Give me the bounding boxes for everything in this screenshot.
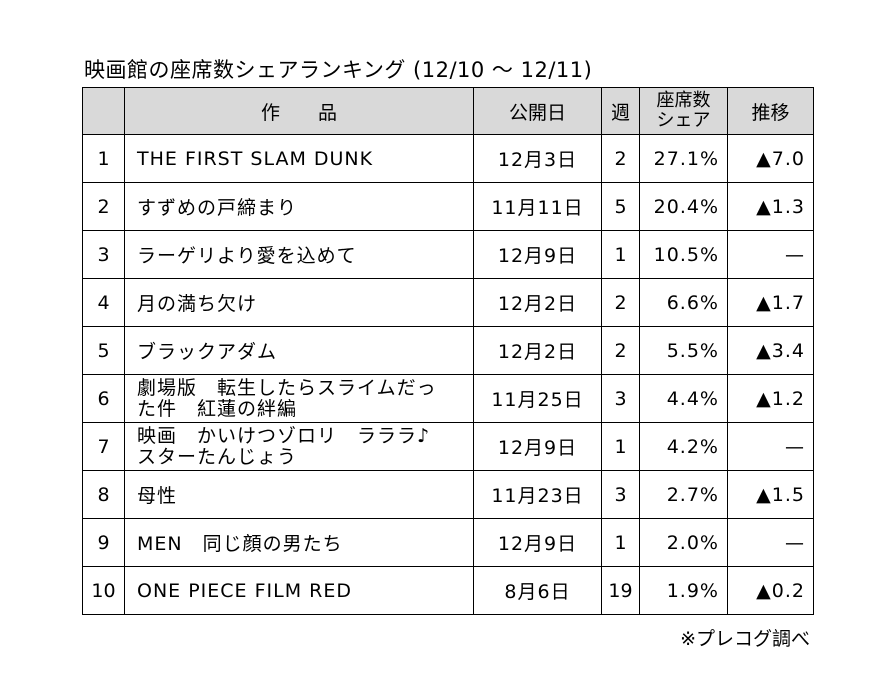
trend-cell: — [727,518,814,567]
title-cell: MEN 同じ顔の男たち [124,518,474,567]
rank-cell: 2 [82,182,125,231]
title-cell: ラーゲリより愛を込めて [124,230,474,279]
title-cell: THE FIRST SLAM DUNK [124,134,474,183]
table-row: 5 ブラックアダム 12月2日 2 5.5% ▲3.4 [82,326,814,375]
table-row: 8 母性 11月23日 3 2.7% ▲1.5 [82,470,814,519]
rank-cell: 1 [82,134,125,183]
release-date-cell: 12月2日 [473,326,602,375]
table-row: 4 月の満ち欠け 12月2日 2 6.6% ▲1.7 [82,278,814,327]
table-row: 2 すずめの戸締まり 11月11日 5 20.4% ▲1.3 [82,182,814,231]
week-cell: 5 [601,182,640,231]
title-cell: ONE PIECE FILM RED [124,566,474,615]
release-date-cell: 8月6日 [473,566,602,615]
rank-cell: 9 [82,518,125,567]
rank-cell: 5 [82,326,125,375]
rank-cell: 3 [82,230,125,279]
title-line: 母性 [137,485,178,507]
share-cell: 2.0% [639,518,728,567]
table-row: 10 ONE PIECE FILM RED 8月6日 19 1.9% ▲0.2 [82,566,814,615]
release-date-cell: 11月23日 [473,470,602,519]
header-trend: 推移 [727,87,814,135]
share-cell: 4.2% [639,422,728,471]
trend-cell: — [727,230,814,279]
title-cell: 映画 かいけつゾロリ ラララ♪ スターたんじょう [124,422,474,471]
week-cell: 2 [601,326,640,375]
release-date-cell: 12月3日 [473,134,602,183]
trend-cell: ▲3.4 [727,326,814,375]
rank-cell: 7 [82,422,125,471]
week-cell: 1 [601,518,640,567]
share-cell: 2.7% [639,470,728,519]
table-row: 6 劇場版 転生したらスライムだっ た件 紅蓮の絆編 11月25日 3 4.4% ▲1.2 [82,374,814,423]
table-row: 7 映画 かいけつゾロリ ラララ♪ スターたんじょう 12月9日 1 4.2% — [82,422,814,471]
rank-cell: 10 [82,566,125,615]
week-cell: 2 [601,278,640,327]
title-cell: 月の満ち欠け [124,278,474,327]
title-line: ブラックアダム [137,341,278,363]
header-release: 公開日 [473,87,602,135]
header-share-line1: 座席数 [656,90,711,111]
title-line: THE FIRST SLAM DUNK [137,147,374,170]
week-cell: 1 [601,230,640,279]
release-date-cell: 12月9日 [473,230,602,279]
trend-cell: ▲1.3 [727,182,814,231]
week-cell: 2 [601,134,640,183]
table-body: 1 THE FIRST SLAM DUNK 12月3日 2 27.1% ▲7.0 2 すずめの… [82,134,814,615]
title-line: 劇場版 転生したらスライムだっ [137,376,437,399]
title-cell: ブラックアダム [124,326,474,375]
rank-cell: 6 [82,374,125,423]
page-title: 映画館の座席数シェアランキング (12/10 ～ 12/11) [84,58,593,82]
release-date-cell: 12月9日 [473,518,602,567]
header-share-line2: シェア [656,110,711,131]
trend-cell: ▲1.5 [727,470,814,519]
share-cell: 10.5% [639,230,728,279]
release-date-cell: 12月9日 [473,422,602,471]
share-cell: 5.5% [639,326,728,375]
title-line: MEN 同じ顔の男たち [137,533,343,555]
title-cell: 母性 [124,470,474,519]
title-line: た件 紅蓮の絆編 [137,397,298,420]
title-cell: 劇場版 転生したらスライムだっ た件 紅蓮の絆編 [124,374,474,423]
week-cell: 1 [601,422,640,471]
title-line: ONE PIECE FILM RED [137,579,352,602]
trend-cell: — [727,422,814,471]
title-line: ラーゲリより愛を込めて [137,245,357,267]
release-date-cell: 12月2日 [473,278,602,327]
week-cell: 3 [601,470,640,519]
header-rank [82,87,125,135]
release-date-cell: 11月11日 [473,182,602,231]
title-line: すずめの戸締まり [137,197,298,219]
share-cell: 27.1% [639,134,728,183]
ranking-table: 作品 公開日 週 座席数 シェア 推移 1 THE FIRST SLAM DUNK… [82,87,814,615]
rank-cell: 8 [82,470,125,519]
share-cell: 1.9% [639,566,728,615]
header-work: 作品 [124,87,474,135]
trend-cell: ▲0.2 [727,566,814,615]
trend-cell: ▲7.0 [727,134,814,183]
table-row: 9 MEN 同じ顔の男たち 12月9日 1 2.0% — [82,518,814,567]
rank-cell: 4 [82,278,125,327]
release-date-cell: 11月25日 [473,374,602,423]
share-cell: 20.4% [639,182,728,231]
title-line: 月の満ち欠け [137,293,258,315]
share-cell: 4.4% [639,374,728,423]
header-share: 座席数 シェア [639,87,728,135]
table-row: 3 ラーゲリより愛を込めて 12月9日 1 10.5% — [82,230,814,279]
share-cell: 6.6% [639,278,728,327]
title-line: スターたんじょう [137,445,298,468]
table-header-row: 作品 公開日 週 座席数 シェア 推移 [82,87,814,135]
source-footnote: ※プレコグ調べ [680,628,810,650]
header-week: 週 [601,87,640,135]
title-line: 映画 かいけつゾロリ ラララ♪ [137,424,431,447]
title-cell: すずめの戸締まり [124,182,474,231]
week-cell: 3 [601,374,640,423]
week-cell: 19 [601,566,640,615]
table-row: 1 THE FIRST SLAM DUNK 12月3日 2 27.1% ▲7.0 [82,134,814,183]
trend-cell: ▲1.2 [727,374,814,423]
trend-cell: ▲1.7 [727,278,814,327]
header-work-label: 作品 [260,101,375,124]
